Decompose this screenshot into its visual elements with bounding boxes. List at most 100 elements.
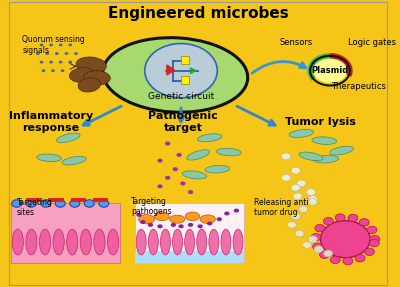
Circle shape xyxy=(180,181,186,185)
Circle shape xyxy=(165,141,170,146)
Circle shape xyxy=(171,223,176,227)
Bar xyxy=(48,198,64,202)
Ellipse shape xyxy=(12,229,23,255)
Ellipse shape xyxy=(70,68,94,82)
Circle shape xyxy=(61,69,64,72)
Ellipse shape xyxy=(160,229,170,255)
Ellipse shape xyxy=(216,148,241,156)
Text: Inflammatory
response: Inflammatory response xyxy=(9,111,93,133)
Bar xyxy=(181,56,190,64)
Circle shape xyxy=(299,206,308,213)
Circle shape xyxy=(55,52,59,55)
Bar xyxy=(135,251,244,263)
Text: Targeting
pathogens: Targeting pathogens xyxy=(131,197,172,216)
Circle shape xyxy=(291,213,300,220)
Circle shape xyxy=(314,246,323,253)
Circle shape xyxy=(324,218,334,225)
Ellipse shape xyxy=(76,57,106,73)
Ellipse shape xyxy=(187,150,210,160)
Circle shape xyxy=(49,61,53,63)
Ellipse shape xyxy=(108,229,119,255)
Ellipse shape xyxy=(314,156,338,163)
Ellipse shape xyxy=(155,212,169,221)
Circle shape xyxy=(51,69,55,72)
Bar xyxy=(11,203,120,263)
Polygon shape xyxy=(167,65,174,75)
Text: Releasing anti
tumor drug: Releasing anti tumor drug xyxy=(254,198,308,218)
Circle shape xyxy=(64,52,68,55)
Circle shape xyxy=(330,256,340,263)
Circle shape xyxy=(157,224,163,228)
Ellipse shape xyxy=(205,165,230,173)
Circle shape xyxy=(348,214,358,222)
Ellipse shape xyxy=(182,171,207,179)
Circle shape xyxy=(42,69,45,72)
Circle shape xyxy=(45,52,49,55)
Ellipse shape xyxy=(67,229,78,255)
Circle shape xyxy=(207,222,212,226)
Circle shape xyxy=(176,153,182,157)
Circle shape xyxy=(55,200,65,207)
Circle shape xyxy=(308,236,318,243)
Ellipse shape xyxy=(289,129,314,137)
Circle shape xyxy=(68,61,72,63)
Circle shape xyxy=(297,180,306,187)
Bar xyxy=(135,203,244,263)
Circle shape xyxy=(359,219,369,226)
Circle shape xyxy=(40,44,44,46)
Circle shape xyxy=(216,217,222,221)
Ellipse shape xyxy=(62,156,86,165)
Ellipse shape xyxy=(221,229,231,255)
Circle shape xyxy=(40,61,44,63)
Text: Genetic circuit: Genetic circuit xyxy=(148,92,214,101)
Circle shape xyxy=(335,214,345,221)
Circle shape xyxy=(68,44,72,46)
Circle shape xyxy=(12,200,22,207)
Ellipse shape xyxy=(78,78,100,92)
Ellipse shape xyxy=(37,154,62,162)
Circle shape xyxy=(165,176,170,180)
Circle shape xyxy=(302,241,312,248)
Circle shape xyxy=(49,44,53,46)
Circle shape xyxy=(367,226,377,234)
Circle shape xyxy=(313,243,323,251)
Circle shape xyxy=(84,200,94,207)
Circle shape xyxy=(59,44,62,46)
Ellipse shape xyxy=(312,137,337,144)
Circle shape xyxy=(282,153,291,160)
Circle shape xyxy=(293,193,302,200)
Ellipse shape xyxy=(53,229,64,255)
Circle shape xyxy=(291,167,300,174)
Circle shape xyxy=(188,190,193,194)
Circle shape xyxy=(70,200,80,207)
Circle shape xyxy=(41,200,51,207)
Ellipse shape xyxy=(185,212,200,221)
Circle shape xyxy=(74,52,78,55)
Text: Targeting
sites: Targeting sites xyxy=(17,198,52,218)
Circle shape xyxy=(311,234,321,241)
Ellipse shape xyxy=(233,229,243,255)
Ellipse shape xyxy=(200,215,216,224)
Circle shape xyxy=(188,223,193,227)
Circle shape xyxy=(157,159,163,163)
Circle shape xyxy=(140,220,146,224)
Ellipse shape xyxy=(197,229,207,255)
Circle shape xyxy=(310,56,350,86)
Text: Plasmid: Plasmid xyxy=(312,66,349,75)
Bar xyxy=(93,198,108,202)
Text: Engineered microbes: Engineered microbes xyxy=(108,6,288,21)
Circle shape xyxy=(282,174,291,181)
Circle shape xyxy=(370,235,380,243)
Circle shape xyxy=(306,189,316,195)
Ellipse shape xyxy=(299,152,323,161)
Bar xyxy=(181,76,190,84)
Circle shape xyxy=(308,199,318,205)
Text: Logic gates: Logic gates xyxy=(348,38,396,46)
Ellipse shape xyxy=(56,133,80,143)
Circle shape xyxy=(178,224,184,228)
Text: Tumor lysis: Tumor lysis xyxy=(285,117,356,127)
Ellipse shape xyxy=(198,134,222,142)
Circle shape xyxy=(291,184,300,191)
Ellipse shape xyxy=(330,146,354,155)
Circle shape xyxy=(157,184,163,188)
